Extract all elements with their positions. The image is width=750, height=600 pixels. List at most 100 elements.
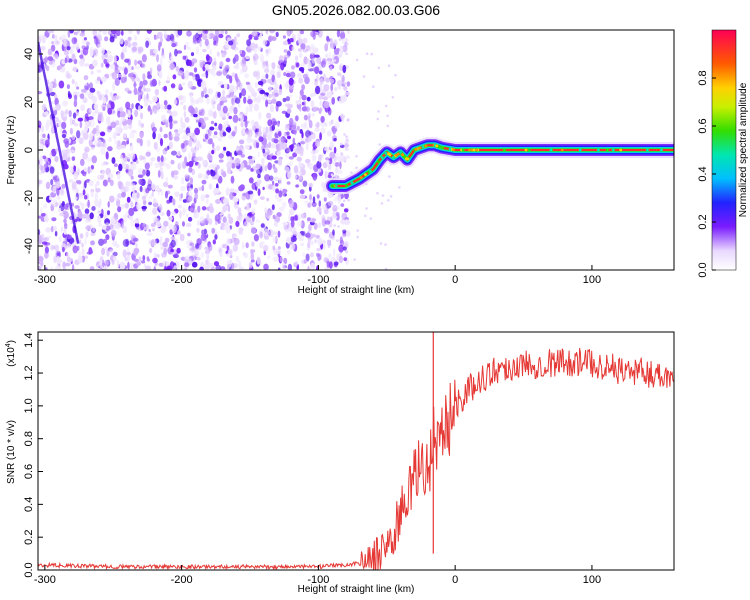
noise-speck [98,222,102,228]
noise-speck [60,226,64,233]
noise-speck [278,55,284,63]
noise-speck [318,222,322,229]
noise-speck [386,114,389,118]
x-tick-label: -300 [34,274,56,286]
noise-speck [259,34,262,38]
noise-speck [299,189,305,195]
noise-speck [148,239,152,245]
noise-speck [122,125,129,131]
noise-speck [289,117,294,126]
noise-speck [268,94,273,98]
noise-speck [177,204,183,209]
noise-speck [251,182,257,190]
noise-speck [211,149,215,155]
noise-speck [322,96,328,101]
noise-speck [394,73,397,77]
noise-speck [173,265,177,270]
snr-panel: -300 -200 -100 0 100 0.0 0.2 0.4 0.6 0.8 1.0 1.2 1.… [5,331,675,595]
noise-speck [222,89,226,97]
noise-speck [292,230,298,236]
noise-speck [52,109,58,116]
noise-speck [156,64,162,72]
colorbar-label: Normalized spectral amplitude [738,82,749,217]
noise-speck [266,255,271,260]
noise-speck [245,165,252,170]
noise-speck [296,170,302,176]
noise-speck [136,202,141,211]
noise-speck [89,119,95,128]
noise-speck [41,125,44,133]
noise-speck [142,197,146,202]
y-tick-label: 1.4 [23,333,35,348]
noise-speck [216,51,220,57]
noise-speck [298,48,302,52]
noise-speck [158,71,163,79]
noise-speck [343,208,349,213]
noise-speck [235,255,240,263]
noise-speck [263,263,269,270]
noise-speck [133,219,140,224]
x-tick-label: -200 [171,274,193,286]
noise-speck [285,103,288,107]
noise-speck [339,236,343,244]
noise-speck [124,202,129,209]
noise-speck [38,241,42,245]
noise-speck [142,222,146,228]
noise-speck [131,66,134,71]
y-tick-label: 1.0 [23,398,35,413]
noise-speck [295,62,300,68]
spectrogram-x-label: Height of straight line (km) [298,285,415,296]
noise-speck [105,50,112,54]
noise-speck [252,71,259,78]
noise-speck [154,88,159,96]
noise-speck [286,249,291,255]
noise-speck [101,47,105,55]
noise-speck [194,127,201,136]
noise-speck [69,117,73,126]
noise-speck [170,239,176,248]
noise-speck [345,91,350,96]
noise-speck [73,99,78,108]
noise-speck [227,263,230,270]
noise-speck [321,204,328,211]
noise-speck [319,100,322,107]
noise-speck [298,77,304,84]
noise-speck [222,131,227,137]
noise-speck [134,35,138,41]
noise-speck [190,147,194,153]
noise-speck [216,103,222,112]
noise-speck [53,78,57,86]
noise-speck [223,197,229,205]
noise-speck [156,54,159,63]
noise-speck [141,54,147,63]
noise-speck [177,70,184,77]
noise-speck [79,54,84,59]
noise-speck [338,38,342,41]
noise-speck [306,96,311,102]
noise-speck [92,59,98,67]
noise-speck [89,212,94,220]
noise-speck [193,67,198,73]
noise-speck [144,162,150,170]
noise-speck [303,259,307,264]
noise-speck [79,233,84,239]
noise-speck [172,74,177,80]
noise-speck [61,183,66,189]
noise-speck [65,70,70,79]
noise-speck [247,190,254,195]
noise-speck [48,60,53,65]
noise-speck [356,229,360,232]
noise-speck [316,206,322,213]
noise-speck [192,34,197,43]
noise-speck [181,95,187,104]
noise-speck [365,52,369,55]
noise-speck [265,126,269,134]
noise-speck [137,90,144,97]
y-tick-label: 40 [23,48,35,60]
noise-speck [345,155,350,160]
noise-speck [296,125,300,131]
noise-speck [139,131,144,139]
noise-speck [325,77,330,83]
noise-speck [68,110,72,118]
noise-speck [337,196,341,204]
